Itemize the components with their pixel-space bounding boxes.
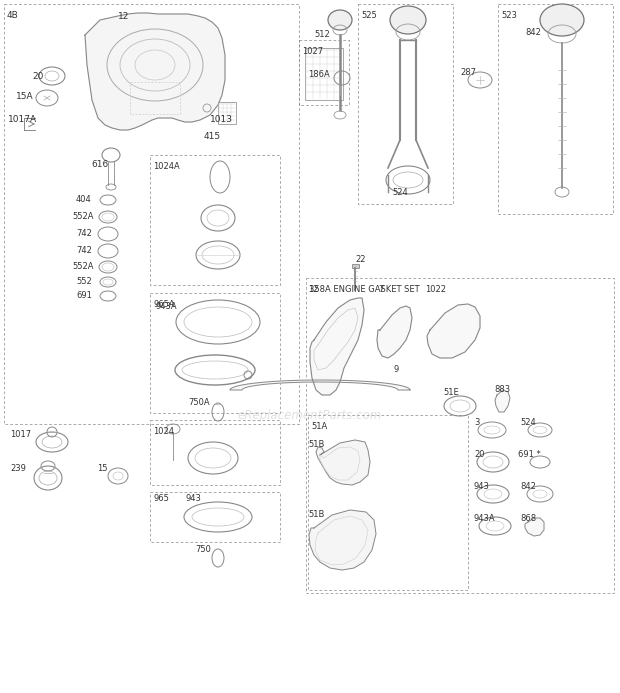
Text: 552A: 552A [72, 212, 94, 221]
Bar [130, 82, 180, 114]
Bar [306, 278, 614, 593]
Text: 1022: 1022 [425, 285, 446, 294]
Text: 51E: 51E [443, 388, 459, 397]
Text: 9: 9 [394, 365, 399, 374]
Text: 943: 943 [474, 482, 490, 491]
Polygon shape [85, 13, 225, 130]
Bar [308, 415, 468, 590]
Text: 358A ENGINE GASKET SET: 358A ENGINE GASKET SET [309, 285, 420, 294]
Text: 965A: 965A [153, 300, 175, 309]
Text: 965: 965 [154, 494, 170, 503]
Text: 4B: 4B [7, 11, 19, 20]
Text: 415: 415 [204, 132, 221, 141]
Text: 742: 742 [76, 229, 92, 238]
Polygon shape [377, 306, 412, 358]
Polygon shape [309, 510, 376, 570]
Polygon shape [316, 440, 370, 485]
Bar [358, 4, 453, 204]
Text: 1017: 1017 [10, 430, 31, 439]
Text: 404: 404 [76, 195, 92, 204]
Text: 1013: 1013 [210, 115, 233, 124]
Text: 524: 524 [392, 188, 408, 197]
Bar [150, 155, 280, 285]
Text: 523: 523 [501, 11, 517, 20]
Text: 20: 20 [32, 72, 43, 81]
Ellipse shape [328, 10, 352, 30]
Text: 12: 12 [308, 285, 319, 294]
Text: 51B: 51B [308, 510, 324, 519]
Ellipse shape [390, 6, 426, 34]
Bar [150, 420, 280, 485]
Bar [498, 4, 613, 214]
Text: 1024A: 1024A [153, 162, 180, 171]
Text: eReplacementParts.com: eReplacementParts.com [238, 408, 382, 421]
Text: 525: 525 [361, 11, 377, 20]
Text: 616: 616 [91, 160, 108, 169]
Bar [299, 40, 349, 105]
Text: 22: 22 [355, 255, 366, 264]
Bar [150, 492, 280, 542]
Text: 750A: 750A [188, 398, 210, 407]
Polygon shape [495, 390, 510, 412]
Text: 868: 868 [520, 514, 536, 523]
Bar [305, 48, 343, 100]
Text: 512: 512 [314, 30, 330, 39]
Text: 742: 742 [76, 246, 92, 255]
Polygon shape [230, 380, 410, 390]
Text: 12: 12 [118, 12, 130, 21]
Text: 750: 750 [195, 545, 211, 554]
Bar [150, 293, 280, 413]
Text: 883: 883 [494, 385, 510, 394]
Text: 943: 943 [185, 494, 201, 503]
Text: 524: 524 [520, 418, 536, 427]
Text: 239: 239 [10, 464, 26, 473]
Text: 186A: 186A [308, 70, 330, 79]
Polygon shape [310, 298, 364, 395]
Text: 842: 842 [520, 482, 536, 491]
Text: 51B: 51B [308, 440, 324, 449]
Bar [218, 102, 236, 124]
Text: 15: 15 [97, 464, 107, 473]
Text: 943A: 943A [155, 302, 177, 311]
Text: 842: 842 [525, 28, 541, 37]
Text: 1024: 1024 [153, 427, 174, 436]
Bar [4, 4, 299, 424]
Text: 552A: 552A [72, 262, 94, 271]
Polygon shape [427, 304, 480, 358]
Text: 287: 287 [460, 68, 476, 77]
Text: 1027: 1027 [302, 47, 323, 56]
Text: 15A: 15A [16, 92, 33, 101]
Text: 7: 7 [378, 285, 383, 294]
Text: 3: 3 [474, 418, 479, 427]
Text: 20: 20 [474, 450, 484, 459]
Text: 691: 691 [76, 291, 92, 300]
Ellipse shape [540, 4, 584, 36]
Text: 51A: 51A [311, 422, 327, 431]
Bar [352, 264, 359, 268]
Text: 943A: 943A [474, 514, 495, 523]
Text: 691 *: 691 * [518, 450, 541, 459]
Text: 552: 552 [76, 277, 92, 286]
Polygon shape [525, 518, 544, 536]
Text: 1017A: 1017A [8, 115, 37, 124]
